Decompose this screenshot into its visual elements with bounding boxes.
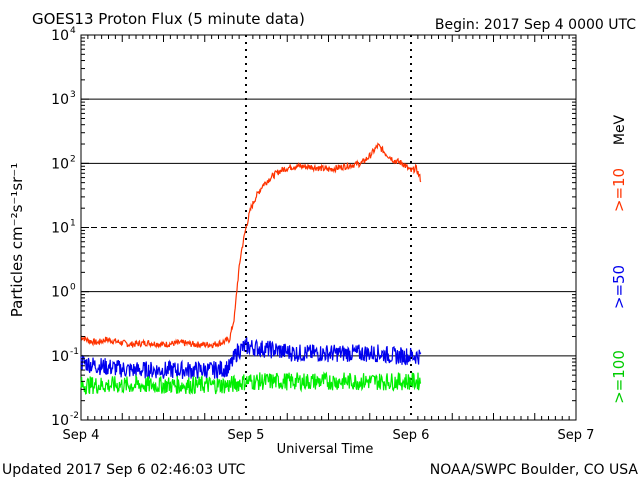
series-lines: [80, 142, 422, 395]
y-tick-exponent: -1: [70, 347, 79, 357]
legend-unit-label: MeV: [612, 114, 628, 145]
y-tick-exponent: 3: [70, 90, 76, 100]
y-tick-label: 10: [51, 92, 69, 108]
series-line-ge10: [80, 142, 422, 349]
legend-ge100-label: >=100: [610, 350, 628, 404]
legend-ge10-label: >=10: [610, 168, 628, 212]
x-tick-label: Sep 6: [393, 428, 430, 443]
chart-title: GOES13 Proton Flux (5 minute data): [32, 10, 305, 28]
y-tick-label: 10: [51, 413, 69, 429]
y-tick-exponent: 2: [70, 154, 76, 164]
x-tick-label: Sep 5: [228, 428, 265, 443]
y-tick-label: 10: [51, 349, 69, 365]
x-tick-label: Sep 4: [63, 428, 100, 443]
credit-label: NOAA/SWPC Boulder, CO USA: [430, 462, 639, 478]
x-axis-ticks: Sep 4 Sep 5 Sep 6 Sep 7: [63, 35, 595, 443]
x-tick-label: Sep 7: [558, 428, 595, 443]
y-tick-exponent: -2: [70, 411, 79, 421]
legend-ge50-label: >=50: [610, 265, 628, 309]
y-tick-label: 10: [51, 28, 69, 44]
y-tick-exponent: 4: [70, 26, 76, 36]
x-axis-label: Universal Time: [277, 442, 374, 457]
y-axis-label: Particles cm⁻²s⁻¹sr⁻¹: [8, 163, 26, 317]
begin-time-label: Begin: 2017 Sep 4 0000 UTC: [435, 17, 636, 33]
y-tick-label: 10: [51, 285, 69, 301]
y-tick-label: 10: [51, 156, 69, 172]
y-tick-exponent: 0: [70, 283, 76, 293]
y-tick-exponent: 1: [70, 219, 76, 229]
y-tick-label: 10: [51, 221, 69, 237]
series-line-ge100: [80, 371, 422, 395]
updated-timestamp: Updated 2017 Sep 6 02:46:03 UTC: [2, 462, 246, 478]
series-line-ge50: [80, 336, 422, 381]
